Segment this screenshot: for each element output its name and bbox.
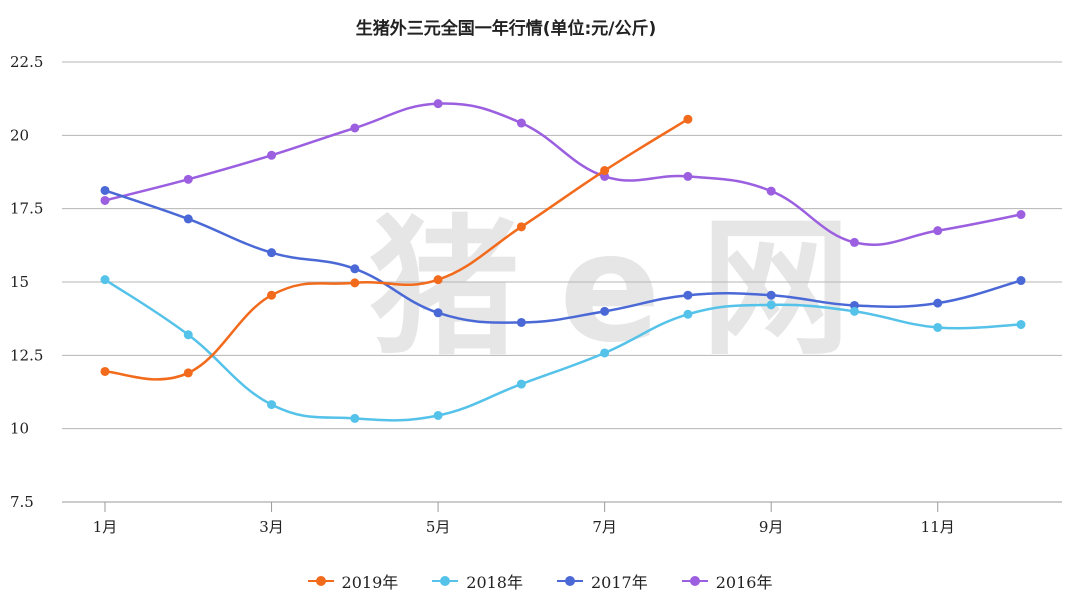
y-tick-label: 12.5 [10,346,43,364]
data-point [267,400,277,410]
data-point [1016,320,1026,330]
data-point [183,330,193,340]
data-point [100,185,110,195]
legend-label: 2017年 [591,573,648,592]
legend-item: 2019年 [307,569,399,593]
chart-title: 生猪外三元全国一年行情(单位:元/公斤) [355,19,657,39]
data-point [683,114,693,124]
watermark-logo: 猪e网 [369,202,891,376]
data-point [933,298,943,308]
data-point [183,174,193,184]
data-point [100,195,110,205]
legend-swatch [681,574,708,588]
y-tick-label: 22.5 [10,53,43,71]
data-point [766,290,776,300]
y-tick-label: 15 [10,273,29,291]
data-point [683,309,693,319]
data-point [183,214,193,224]
y-tick-label: 20 [10,126,29,144]
data-point [100,275,110,285]
legend-item: 2017年 [557,569,648,593]
series-line [104,278,1022,422]
data-point [183,368,193,378]
data-point [350,278,360,288]
data-point [516,317,526,327]
data-point [516,118,526,128]
data-point [766,186,776,196]
x-tick-label: 5月 [426,518,451,536]
legend-label: 2018年 [466,573,523,592]
data-point [683,290,693,300]
data-point [933,322,943,332]
y-tick-label: 17.5 [10,200,43,218]
legend-label: 2019年 [341,573,399,592]
legend-swatch [432,574,459,588]
data-point [849,306,859,316]
data-point [350,264,360,274]
data-point [350,413,360,423]
legend-swatch [557,574,583,588]
data-point [600,166,610,176]
y-tick-label: 7.5 [10,493,34,511]
data-point [433,410,443,420]
data-point [600,348,610,358]
x-tick-label: 11月 [921,518,955,536]
legend-swatch [307,574,334,588]
data-point [100,366,110,376]
legend-item: 2018年 [432,569,523,593]
x-tick-label: 9月 [759,518,784,536]
data-point [516,379,526,389]
series-line [104,189,1022,324]
data-point [433,99,443,109]
x-tick-label: 7月 [592,518,617,536]
data-point [1016,276,1026,286]
series-line [104,102,1022,247]
data-point [267,290,277,300]
chart-legend: 2019年 2018年 2017年 2016年 [0,569,1080,593]
data-point [433,308,443,318]
data-point [350,123,360,133]
y-tick-label: 10 [10,420,29,438]
data-point [267,248,277,258]
data-point [516,222,526,232]
data-point [766,300,776,310]
data-point [433,275,443,285]
series-line [104,118,689,381]
data-point [267,150,277,160]
x-tick-label: 3月 [259,518,284,536]
legend-item: 2016年 [681,569,773,593]
data-point [933,226,943,236]
data-point [1016,210,1026,220]
data-point [683,171,693,181]
x-tick-label: 1月 [93,518,118,536]
data-point [849,237,859,247]
data-point [600,306,610,316]
legend-label: 2016年 [715,573,773,592]
